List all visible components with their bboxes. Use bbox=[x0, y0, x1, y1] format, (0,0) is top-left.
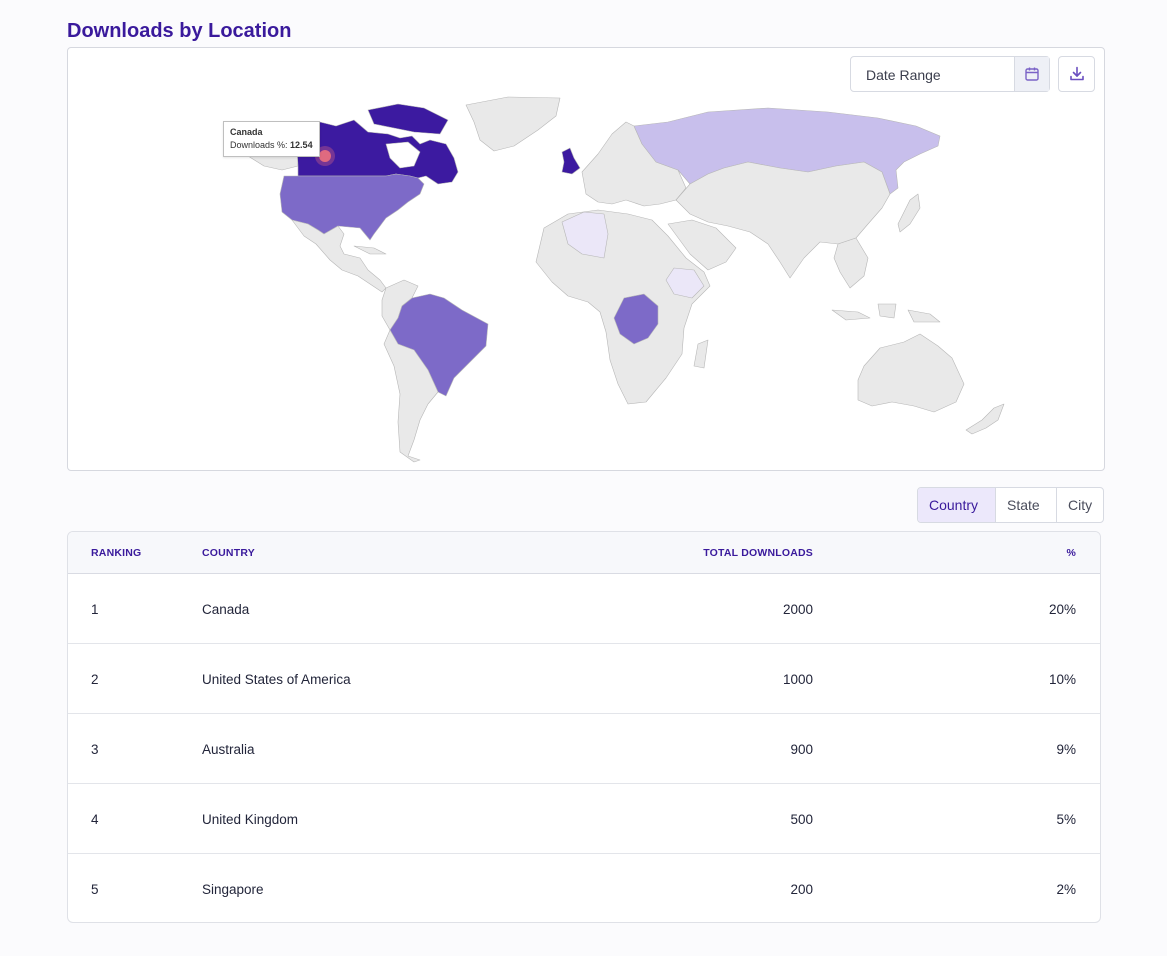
tooltip-metric-value: 12.54 bbox=[290, 140, 313, 150]
downloads-table: RANKING COUNTRY TOTAL DOWNLOADS % 1 Cana… bbox=[67, 531, 1101, 923]
cell-rank: 1 bbox=[91, 602, 99, 617]
cell-downloads: 2000 bbox=[782, 602, 813, 617]
tooltip-metric-label: Downloads %: bbox=[230, 140, 288, 150]
table-row: 5 Singapore 200 2% bbox=[68, 854, 1100, 922]
cell-percent: 2% bbox=[1056, 882, 1076, 897]
page-title: Downloads by Location bbox=[67, 20, 292, 42]
cell-percent: 10% bbox=[1048, 672, 1076, 687]
table-row: 1 Canada 2000 20% bbox=[68, 574, 1100, 644]
date-range-label: Date Range bbox=[866, 67, 941, 83]
tab-state[interactable]: State bbox=[995, 488, 1056, 522]
col-total-downloads[interactable]: TOTAL DOWNLOADS bbox=[703, 547, 813, 559]
location-level-tabs: Country State City bbox=[917, 487, 1105, 523]
region-se-asia bbox=[833, 237, 869, 289]
download-button[interactable] bbox=[1058, 56, 1095, 92]
map-panel: Canada Downloads %: 12.54 Date Range bbox=[67, 47, 1105, 471]
region-canada-arctic bbox=[367, 103, 449, 135]
region-algeria bbox=[561, 211, 609, 259]
cell-country: Canada bbox=[202, 602, 250, 617]
tab-country[interactable]: Country bbox=[918, 488, 995, 522]
date-range-picker[interactable]: Date Range bbox=[850, 56, 1050, 92]
region-japan bbox=[897, 193, 921, 233]
calendar-button[interactable] bbox=[1014, 57, 1049, 91]
world-map[interactable] bbox=[68, 48, 1105, 471]
region-south-america-south bbox=[383, 329, 439, 463]
region-mexico bbox=[291, 219, 387, 293]
calendar-icon bbox=[1025, 67, 1039, 81]
region-ethiopia bbox=[665, 267, 705, 299]
region-australia bbox=[857, 333, 965, 413]
download-icon bbox=[1069, 66, 1084, 81]
table-row: 4 United Kingdom 500 5% bbox=[68, 784, 1100, 854]
cell-downloads: 1000 bbox=[782, 672, 813, 687]
cell-percent: 9% bbox=[1056, 742, 1076, 757]
region-europe bbox=[581, 121, 687, 207]
region-asia-central bbox=[675, 161, 891, 279]
cell-percent: 20% bbox=[1048, 602, 1076, 617]
region-uk bbox=[561, 147, 581, 175]
region-nz bbox=[965, 403, 1005, 435]
cell-rank: 3 bbox=[91, 742, 99, 757]
col-ranking[interactable]: RANKING bbox=[91, 547, 142, 559]
cell-country: United Kingdom bbox=[202, 812, 299, 827]
cell-country: Singapore bbox=[202, 882, 264, 897]
table-row: 2 United States of America 1000 10% bbox=[68, 644, 1100, 714]
region-brazil bbox=[389, 293, 489, 397]
cell-percent: 5% bbox=[1056, 812, 1076, 827]
cell-rank: 2 bbox=[91, 672, 99, 687]
cell-downloads: 200 bbox=[790, 882, 813, 897]
cell-country: United States of America bbox=[202, 672, 351, 687]
cell-country: Australia bbox=[202, 742, 255, 757]
col-percent[interactable]: % bbox=[1066, 547, 1076, 559]
region-greenland bbox=[465, 96, 561, 152]
table-row: 3 Australia 900 9% bbox=[68, 714, 1100, 784]
table-header: RANKING COUNTRY TOTAL DOWNLOADS % bbox=[68, 532, 1100, 574]
tab-city[interactable]: City bbox=[1056, 488, 1103, 522]
map-tooltip: Canada Downloads %: 12.54 bbox=[223, 121, 320, 157]
cell-downloads: 900 bbox=[790, 742, 813, 757]
col-country[interactable]: COUNTRY bbox=[202, 547, 255, 559]
cell-rank: 4 bbox=[91, 812, 99, 827]
tooltip-country: Canada bbox=[230, 127, 263, 137]
region-dr-congo bbox=[613, 293, 659, 345]
cell-rank: 5 bbox=[91, 882, 99, 897]
cell-downloads: 500 bbox=[790, 812, 813, 827]
